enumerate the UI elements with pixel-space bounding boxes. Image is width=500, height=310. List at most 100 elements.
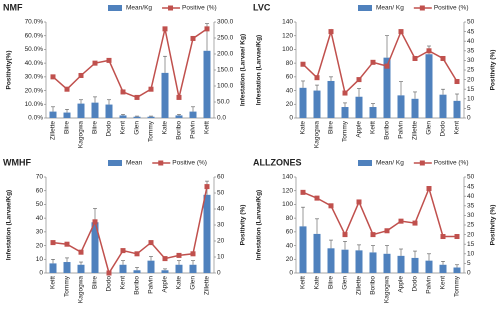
- line-marker: [176, 94, 182, 100]
- y-tick-label: 40: [36, 215, 44, 222]
- bar: [397, 95, 405, 118]
- y2-tick-label: 40: [467, 193, 475, 200]
- y-tick-label: 60: [286, 229, 294, 236]
- y-tick-label: 40.0%: [25, 60, 44, 67]
- y2-tick-label: 30: [467, 57, 475, 64]
- y-tick-label: 60: [36, 187, 44, 194]
- x-tick-label: Glen: [426, 121, 433, 135]
- legend-swatch: [358, 160, 372, 166]
- line-marker: [384, 63, 390, 69]
- x-tick-label: Zillette: [412, 121, 419, 141]
- panel: LVC 0 20 40 60 80 100 120 140 0 5 10 15 20 25 30 35 40 45 5…: [253, 2, 497, 148]
- x-tick-label: Boribo: [384, 121, 391, 140]
- y2-tick-label: 5: [467, 260, 471, 267]
- x-tick-label: Kate: [314, 276, 321, 290]
- line-marker: [106, 270, 112, 276]
- line-marker: [120, 248, 126, 254]
- line: [52, 28, 208, 99]
- line-marker: [454, 234, 460, 240]
- x-tick-label: Kagogwa: [78, 121, 85, 148]
- x-tick-label: Palvin: [426, 276, 433, 294]
- bar: [189, 264, 197, 273]
- bar: [299, 87, 307, 118]
- y2-tick-label: 15: [467, 86, 475, 93]
- bar: [77, 103, 85, 118]
- line-marker: [78, 72, 84, 78]
- bar: [147, 260, 155, 273]
- x-tick-label: Kent: [440, 276, 447, 290]
- line-marker: [342, 90, 348, 96]
- y-tick-label: 60: [286, 74, 294, 81]
- y-tick-label: 120: [282, 187, 293, 194]
- line-marker: [92, 219, 98, 225]
- y2-tick-label: 10: [467, 251, 475, 258]
- x-tick-label: Glen: [190, 276, 197, 290]
- y-tick-label: 120: [282, 32, 293, 39]
- x-tick-label: Zillette: [204, 276, 211, 296]
- bar: [425, 54, 433, 118]
- line-marker: [162, 26, 168, 32]
- line-marker: [314, 195, 320, 201]
- x-tick-label: Biire: [92, 121, 99, 134]
- line-marker: [412, 55, 418, 61]
- line-marker: [342, 232, 348, 238]
- bar: [63, 262, 71, 273]
- y-tick-label: 50.0%: [25, 46, 44, 53]
- legend-label: Mean/Kg: [126, 5, 152, 12]
- line-marker: [300, 61, 306, 67]
- y2-tick-label: 30: [467, 212, 475, 219]
- line-marker: [384, 228, 390, 234]
- y-tick-label: 70.0%: [25, 19, 44, 26]
- y2-tick-label: 0.0: [217, 115, 226, 122]
- y2-tick-label: 100.0: [217, 83, 234, 90]
- y2-tick-label: 0: [467, 270, 471, 277]
- bar: [327, 248, 335, 273]
- x-tick-label: Boribo: [176, 121, 183, 140]
- y2-axis-label: Positivity (%): [240, 205, 247, 246]
- line-marker: [370, 59, 376, 65]
- x-tick-label: Boribo: [370, 276, 377, 295]
- line-marker: [92, 60, 98, 66]
- line-marker: [328, 203, 334, 209]
- y2-tick-label: 150.0: [217, 67, 234, 74]
- y-axis-label: Infestation (Larvae/Kg): [256, 190, 263, 260]
- x-tick-label: Kate: [300, 121, 307, 135]
- y2-tick-label: 50: [217, 190, 225, 197]
- bar: [161, 72, 169, 118]
- legend-swatch: [358, 5, 372, 11]
- y-axis-label: Infestation (Larvae/Kg): [256, 35, 263, 105]
- y2-tick-label: 25: [467, 222, 475, 229]
- y2-axis-label: Positivity (%): [490, 50, 497, 91]
- line-marker: [454, 79, 460, 85]
- x-tick-label: Apple: [398, 276, 405, 293]
- x-tick-label: Kagogwa: [314, 121, 321, 148]
- y-tick-label: 10.0%: [25, 101, 44, 108]
- y-tick-label: 60.0%: [25, 32, 44, 39]
- y-tick-label: 10: [36, 256, 44, 263]
- y-tick-label: 100: [282, 46, 293, 53]
- x-tick-label: Boribo: [134, 276, 141, 295]
- y2-tick-label: 60: [217, 174, 225, 181]
- y-tick-label: 100: [282, 201, 293, 208]
- legend-label: Positive (%): [182, 5, 217, 12]
- bar: [411, 257, 419, 273]
- line-marker: [50, 74, 56, 80]
- legend-marker: [419, 5, 425, 11]
- bar: [105, 104, 113, 118]
- bar: [119, 115, 127, 118]
- legend-swatch: [108, 5, 122, 11]
- y2-tick-label: 35: [467, 48, 475, 55]
- bar: [453, 267, 461, 273]
- bar: [133, 116, 141, 118]
- legend-label: Mean/ Kg: [376, 5, 404, 12]
- line-marker: [328, 29, 334, 35]
- bar: [397, 255, 405, 273]
- x-tick-label: Kagogwa: [78, 276, 85, 303]
- x-tick-label: Apple: [356, 121, 363, 138]
- line-marker: [190, 251, 196, 257]
- legend-label: Positive (%): [172, 160, 207, 167]
- y-tick-label: 80: [286, 215, 294, 222]
- x-tick-label: Apple: [162, 276, 169, 293]
- y2-tick-label: 250.0: [217, 35, 234, 42]
